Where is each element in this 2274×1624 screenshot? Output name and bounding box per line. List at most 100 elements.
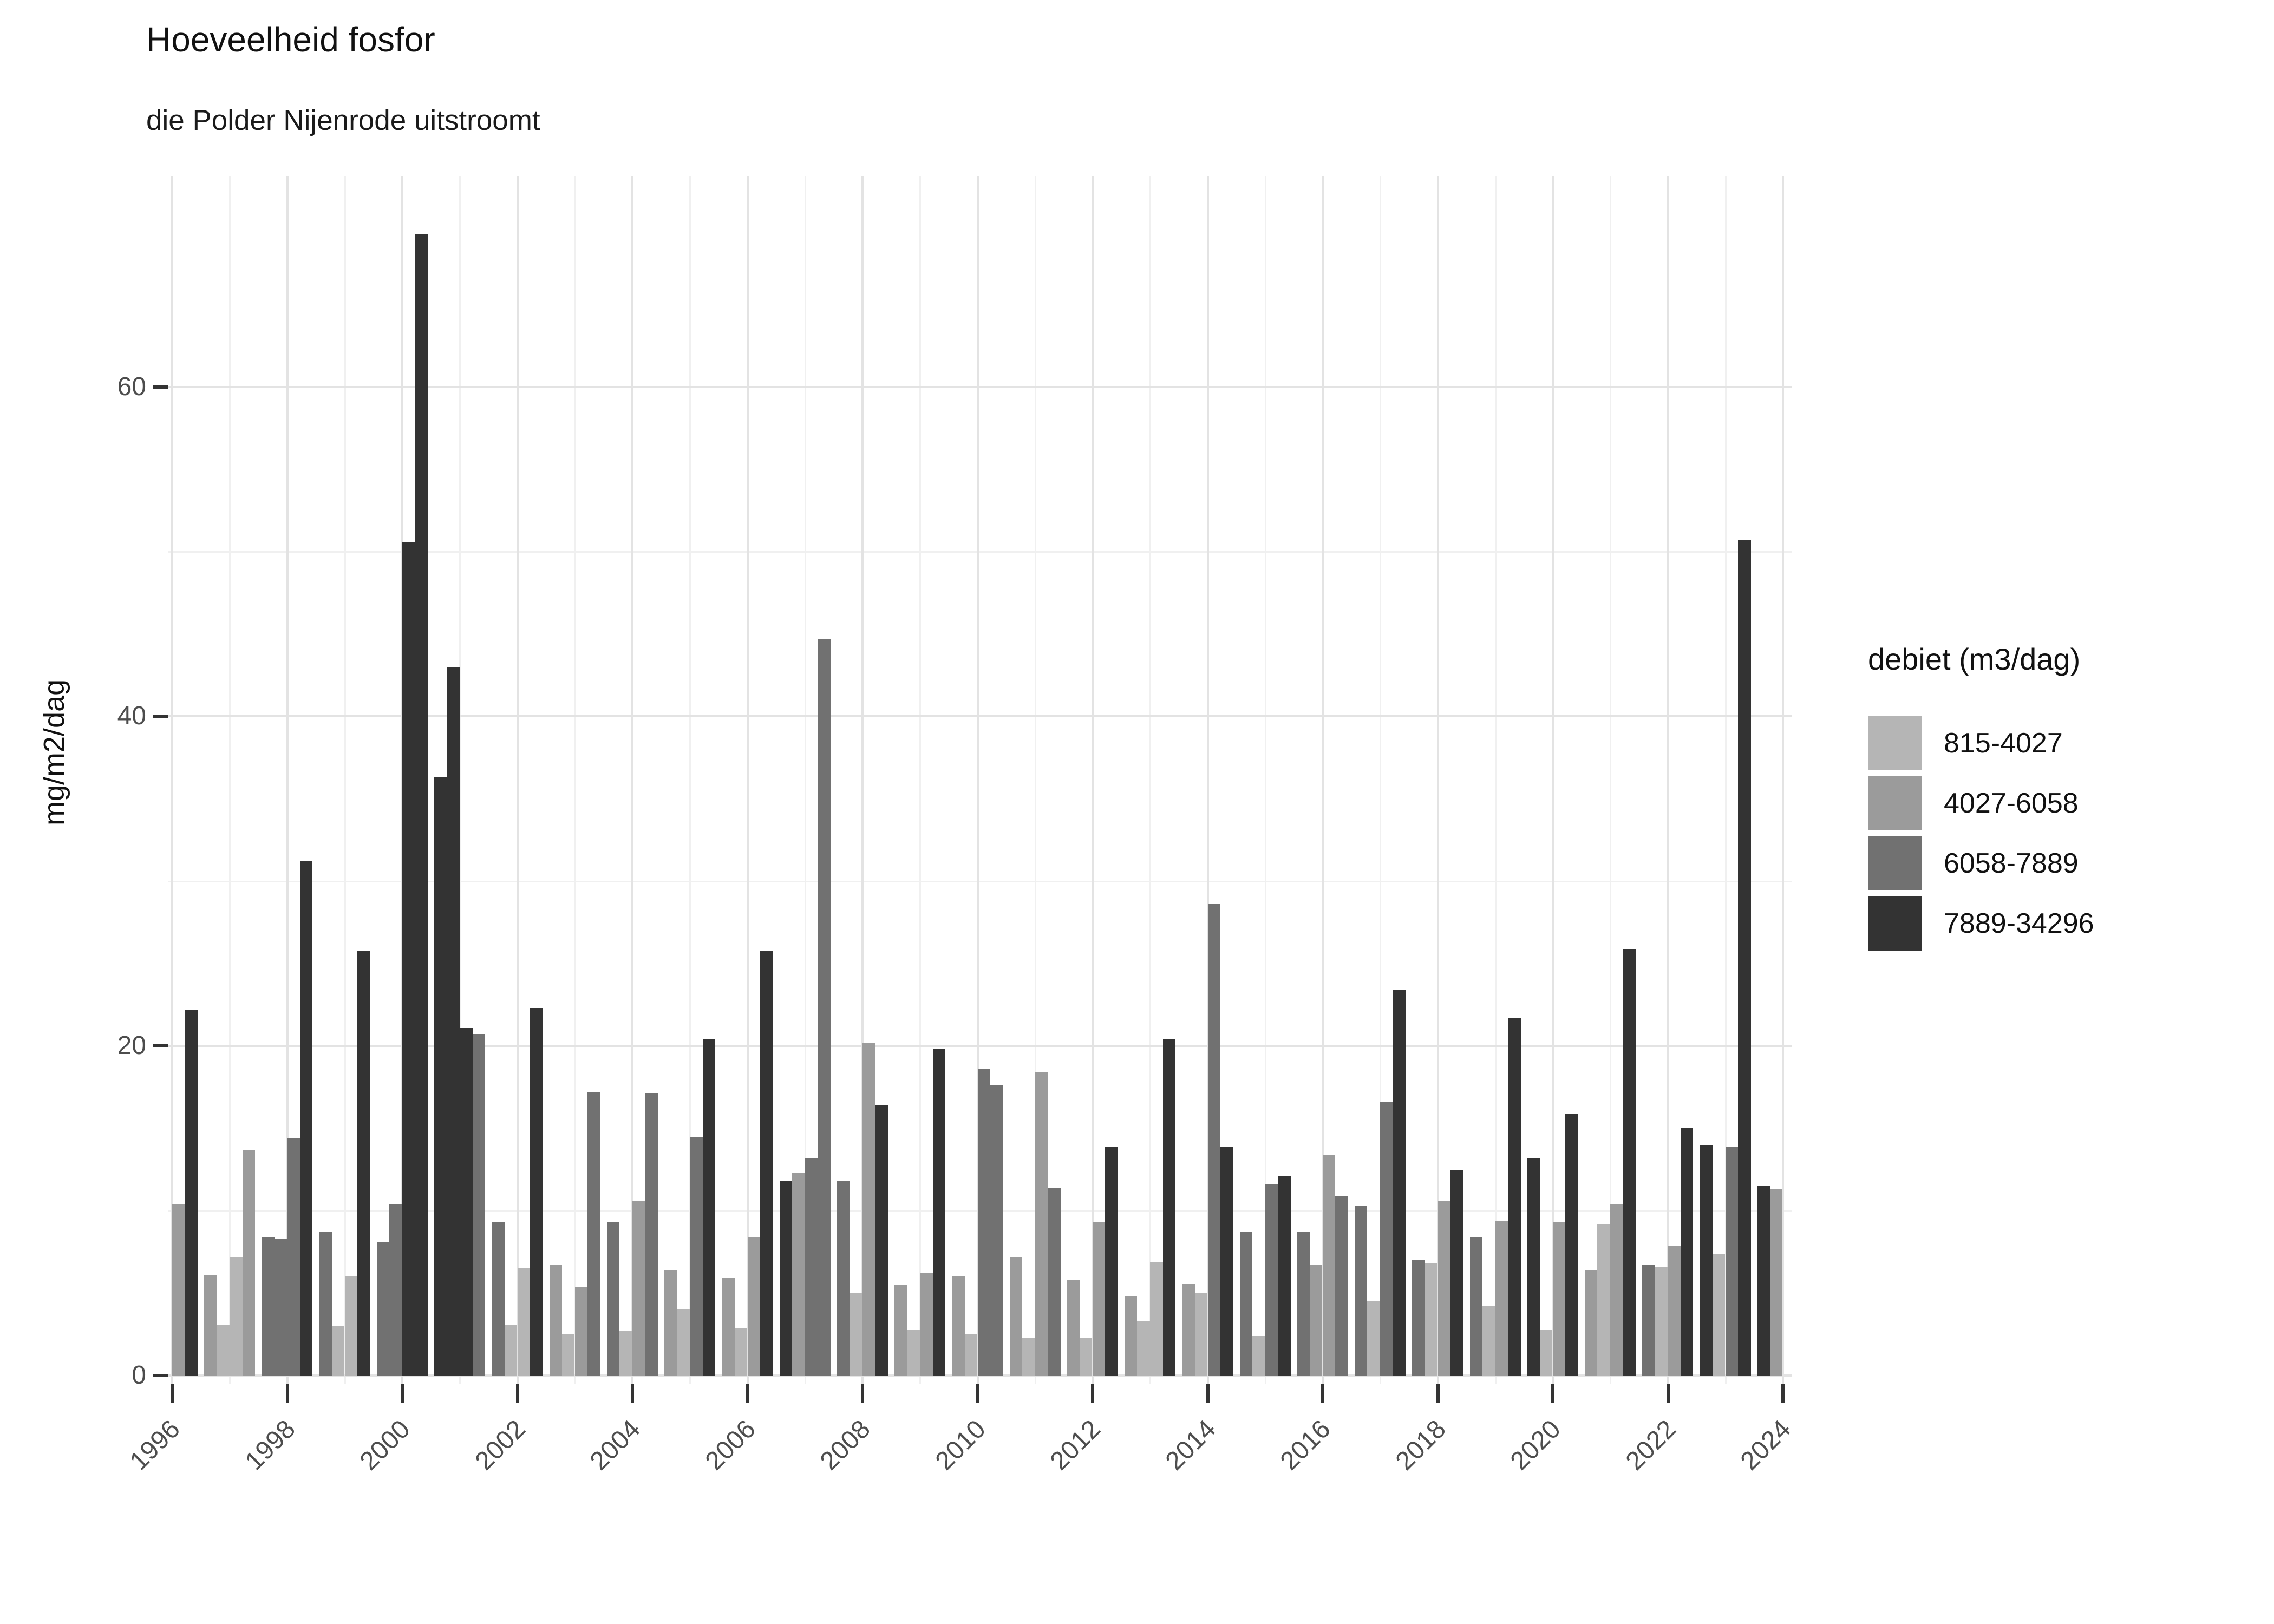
chart-title: Hoeveelheid fosfor [146, 20, 435, 59]
gridline-x-minor-1997 [229, 176, 231, 1384]
bar-2008-Q4 [907, 1329, 920, 1376]
legend-label-815-4027: 815-4027 [1944, 728, 2063, 759]
plot-panel [168, 176, 1792, 1384]
bar-2019-Q4 [1540, 1329, 1553, 1376]
gridline-x-minor-2009 [919, 176, 922, 1384]
gridline-x-2020 [1552, 176, 1554, 1384]
gridline-y-0 [168, 1374, 1792, 1377]
legend-item-815-4027: 815-4027 [1868, 715, 2080, 775]
legend-item-6058-7889: 6058-7889 [1868, 835, 2080, 895]
gridline-x-minor-2015 [1264, 176, 1266, 1384]
bar-2014-Q4 [1252, 1335, 1265, 1376]
x-tick-label-2012: 2012 [1044, 1415, 1106, 1476]
bar-2023-Q2 [1738, 540, 1751, 1376]
gridline-x-minor-2017 [1380, 176, 1382, 1384]
y-tick-label-20: 20 [117, 1031, 146, 1060]
bar-2014-Q2 [1220, 1146, 1233, 1376]
bar-1999-Q4 [389, 1204, 402, 1376]
bar-2010-Q2 [990, 1085, 1003, 1376]
bar-2012-Q3 [1125, 1296, 1138, 1376]
x-tick-2022 [1666, 1384, 1670, 1403]
bar-2022-Q3 [1700, 1144, 1713, 1376]
bar-2004-Q2 [645, 1093, 658, 1376]
gridline-x-minor-2003 [574, 176, 576, 1384]
bar-2005-Q2 [702, 1039, 716, 1376]
y-tick-40 [153, 715, 168, 718]
bar-2016-Q4 [1367, 1301, 1380, 1376]
bar-2013-Q3 [1182, 1283, 1195, 1376]
bar-2013-Q1 [1150, 1261, 1163, 1376]
bar-2023-Q3 [1757, 1186, 1770, 1376]
bar-2014-Q3 [1239, 1232, 1252, 1376]
bar-2003-Q3 [606, 1222, 620, 1376]
bar-1996-Q2 [185, 1010, 198, 1376]
x-tick-label-2022: 2022 [1620, 1415, 1682, 1476]
bar-2009-Q3 [952, 1276, 965, 1376]
x-tick-label-2016: 2016 [1275, 1415, 1336, 1476]
bar-2002-Q4 [561, 1334, 575, 1376]
gridline-x-minor-2021 [1610, 176, 1612, 1384]
bar-2000-Q3 [434, 777, 447, 1376]
x-tick-label-2020: 2020 [1505, 1415, 1566, 1476]
bar-1998-Q3 [319, 1232, 332, 1376]
x-tick-label-2010: 2010 [930, 1415, 991, 1476]
bar-2023-Q1 [1725, 1146, 1739, 1376]
y-tick-20 [153, 1044, 168, 1048]
gridline-x-2018 [1436, 176, 1439, 1384]
bar-2017-Q2 [1393, 990, 1406, 1376]
y-tick-label-60: 60 [117, 372, 146, 401]
bar-2004-Q1 [632, 1201, 645, 1376]
bar-2014-Q1 [1207, 904, 1220, 1376]
bar-2017-Q1 [1380, 1102, 1393, 1376]
bar-2012-Q2 [1105, 1146, 1118, 1376]
y-tick-label-0: 0 [132, 1361, 146, 1390]
gridline-x-1998 [286, 176, 289, 1384]
gridline-x-2012 [1092, 176, 1094, 1384]
bar-2011-Q1 [1035, 1072, 1048, 1376]
gridline-y-20 [168, 1045, 1792, 1047]
gridline-x-2016 [1322, 176, 1324, 1384]
bar-2007-Q1 [805, 1158, 818, 1376]
gridline-x-minor-2019 [1494, 176, 1497, 1384]
x-tick-label-1996: 1996 [124, 1415, 186, 1476]
bar-2000-Q4 [447, 667, 460, 1376]
x-tick-2014 [1206, 1384, 1210, 1403]
gridline-x-2004 [631, 176, 633, 1384]
legend: debiet (m3/dag) 815-4027 4027-6058 6058-78… [1868, 641, 2094, 955]
bar-2006-Q2 [760, 950, 773, 1376]
bar-2007-Q4 [850, 1293, 862, 1376]
x-tick-label-2014: 2014 [1160, 1415, 1221, 1476]
x-tick-label-2002: 2002 [469, 1415, 531, 1476]
bar-2009-Q1 [920, 1273, 933, 1376]
bar-2018-Q1 [1437, 1201, 1450, 1376]
bar-2003-Q4 [619, 1331, 632, 1376]
bar-2009-Q4 [964, 1334, 977, 1376]
bar-2023-Q4 [1770, 1189, 1783, 1376]
gridline-x-2014 [1206, 176, 1209, 1384]
bar-2004-Q3 [664, 1270, 677, 1376]
gridline-x-2024 [1782, 176, 1784, 1384]
bar-2018-Q4 [1482, 1306, 1495, 1376]
gridline-y-40 [168, 715, 1792, 718]
bar-2002-Q2 [530, 1008, 543, 1376]
gridline-x-2008 [861, 176, 864, 1384]
bar-2000-Q1 [402, 541, 415, 1376]
bar-2022-Q1 [1668, 1245, 1681, 1376]
bar-2002-Q3 [549, 1265, 562, 1376]
legend-items: 815-4027 4027-6058 6058-7889 7889-34296 [1868, 715, 2094, 955]
bar-2016-Q3 [1355, 1206, 1368, 1376]
bar-2001-Q2 [472, 1034, 486, 1376]
bar-2005-Q1 [690, 1136, 703, 1376]
bar-2013-Q4 [1194, 1293, 1207, 1376]
bar-1997-Q3 [262, 1237, 275, 1376]
bar-2008-Q1 [862, 1043, 875, 1376]
x-tick-1998 [285, 1384, 289, 1403]
bar-2017-Q3 [1412, 1260, 1425, 1376]
x-tick-label-2008: 2008 [814, 1415, 876, 1476]
bar-2020-Q2 [1565, 1114, 1578, 1376]
bar-2002-Q1 [517, 1268, 530, 1376]
x-tick-2004 [631, 1384, 634, 1403]
bar-2021-Q2 [1623, 948, 1636, 1376]
legend-swatch-815-4027 [1868, 716, 1922, 770]
